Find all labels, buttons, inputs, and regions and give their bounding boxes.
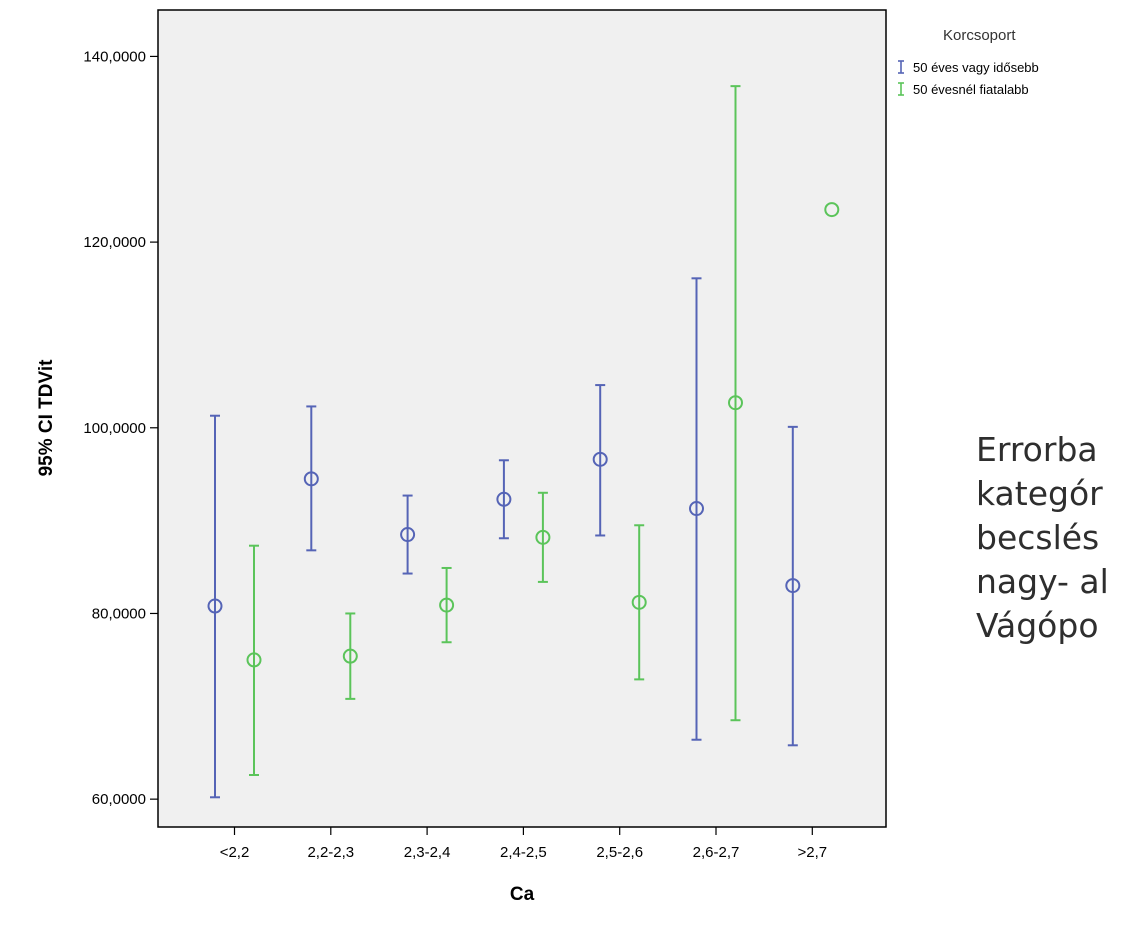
series-layer [207, 85, 840, 799]
legend-label: 50 évesnél fiatalabb [913, 82, 1029, 97]
side-text-line: nagy- al [976, 562, 1109, 601]
y-tick-label: 80,0000 [92, 605, 146, 622]
y-axis-title: 95% CI TDVit [36, 359, 57, 477]
mean-marker [439, 597, 455, 613]
x-axis: <2,2 2,2-2,3 2,3-2,4 2,4-2,5 2,5-2,6 2,6-2,7 >… [220, 827, 827, 861]
mean-marker [342, 648, 358, 664]
side-text-line: Errorba [976, 430, 1098, 469]
mean-marker [785, 578, 801, 594]
legend: Korcsoport 50 éves vagy idősebb 50 évesné… [898, 27, 1039, 97]
side-text-line: kategór [976, 474, 1103, 513]
mean-marker [631, 594, 647, 610]
y-tick-label: 60,0000 [92, 791, 146, 808]
legend-label: 50 éves vagy idősebb [913, 60, 1039, 75]
mean-marker [207, 598, 223, 614]
x-tick-label: 2,4-2,5 [500, 844, 547, 861]
side-text-line: Vágópo [976, 606, 1099, 645]
y-tick-label: 100,0000 [83, 420, 146, 437]
x-tick-label: 2,2-2,3 [307, 844, 354, 861]
mean-marker [303, 471, 319, 487]
series-group [246, 85, 840, 777]
y-axis: 60,0000 80,0000 100,0000 120,0000 140,0000 [83, 48, 158, 808]
y-tick-label: 140,0000 [83, 48, 146, 65]
series-group [207, 277, 801, 799]
mean-marker [689, 501, 704, 517]
mean-marker [592, 451, 608, 467]
mean-marker [246, 652, 262, 668]
mean-marker [535, 529, 551, 545]
x-tick-label: 2,3-2,4 [404, 844, 451, 861]
legend-title: Korcsoport [943, 27, 1016, 44]
mean-marker [400, 527, 416, 543]
mean-marker [728, 395, 743, 411]
x-tick-label: >2,7 [797, 844, 827, 861]
side-annotation-text: Errorba kategór becslés nagy- al Vágópo [976, 428, 1128, 758]
plot-area [157, 9, 887, 828]
x-tick-label: 2,6-2,7 [693, 844, 740, 861]
x-tick-label: 2,5-2,6 [596, 844, 643, 861]
y-tick-label: 120,0000 [83, 234, 146, 251]
mean-marker [496, 491, 512, 507]
mean-marker [824, 202, 840, 218]
x-tick-label: <2,2 [220, 844, 250, 861]
side-text-line: becslés [976, 518, 1100, 557]
x-axis-title: Ca [510, 884, 535, 905]
